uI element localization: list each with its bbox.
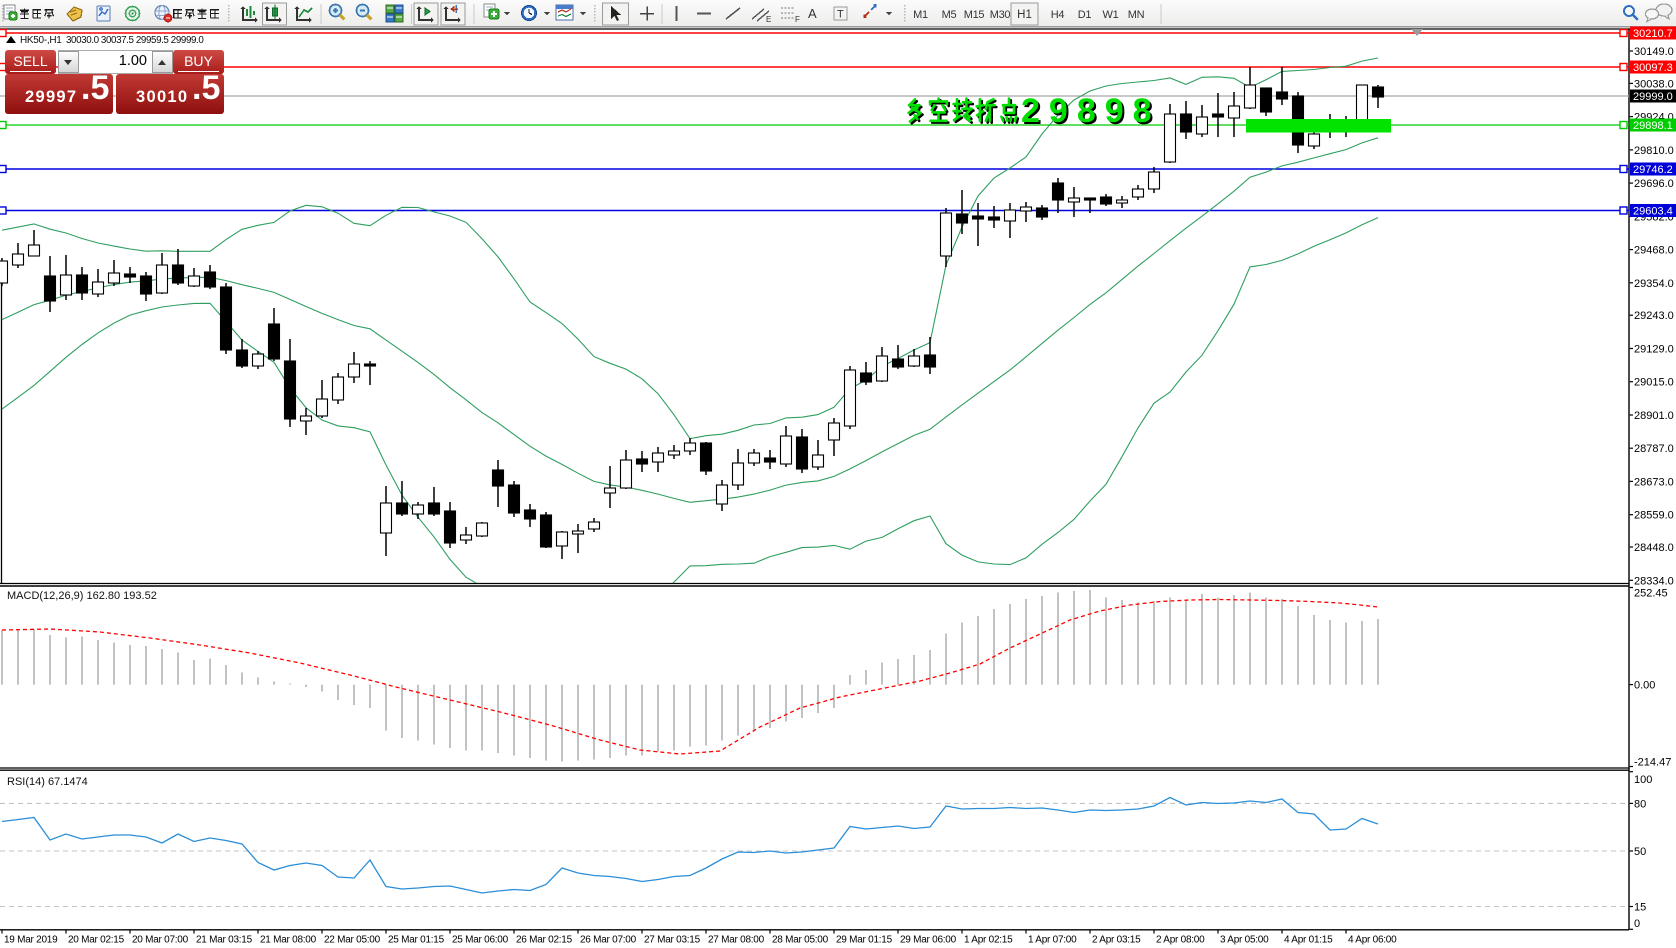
svg-text:29999.0: 29999.0 <box>1633 91 1673 103</box>
svg-text:20 Mar 02:15: 20 Mar 02:15 <box>68 935 125 946</box>
svg-text:29468.0: 29468.0 <box>1634 245 1674 257</box>
svg-text:H1: H1 <box>1017 9 1032 21</box>
svg-text:29898: 29898 <box>1023 94 1163 132</box>
svg-text:28787.0: 28787.0 <box>1634 443 1674 455</box>
svg-text:M5: M5 <box>942 9 957 21</box>
svg-text:29898.1: 29898.1 <box>1633 120 1673 132</box>
svg-text:29129.0: 29129.0 <box>1634 344 1674 356</box>
svg-text:29 Mar 06:00: 29 Mar 06:00 <box>900 935 957 946</box>
svg-text:MACD(12,26,9) 162.80 193.52: MACD(12,26,9) 162.80 193.52 <box>7 590 157 602</box>
svg-text:RSI(14) 67.1474: RSI(14) 67.1474 <box>7 776 88 788</box>
svg-text:-214.47: -214.47 <box>1634 757 1671 769</box>
svg-text:M30: M30 <box>990 9 1011 21</box>
svg-text:80: 80 <box>1634 798 1646 810</box>
svg-text:22 Mar 05:00: 22 Mar 05:00 <box>324 935 381 946</box>
svg-text:30097.3: 30097.3 <box>1633 62 1673 74</box>
svg-text:2 Apr 08:00: 2 Apr 08:00 <box>1156 935 1205 946</box>
svg-text:HK50-,H1: HK50-,H1 <box>20 35 62 46</box>
svg-text:M1: M1 <box>913 9 928 21</box>
svg-text:50: 50 <box>1634 846 1646 858</box>
svg-text:15: 15 <box>1634 902 1646 914</box>
svg-text:1 Apr 02:15: 1 Apr 02:15 <box>964 935 1013 946</box>
svg-text:28448.0: 28448.0 <box>1634 542 1674 554</box>
svg-text:M15: M15 <box>964 9 985 21</box>
svg-text:28 Mar 05:00: 28 Mar 05:00 <box>772 935 829 946</box>
svg-text:29 Mar 01:15: 29 Mar 01:15 <box>836 935 893 946</box>
svg-text:E: E <box>766 15 771 24</box>
svg-text:20 Mar 07:00: 20 Mar 07:00 <box>132 935 189 946</box>
svg-text:26 Mar 07:00: 26 Mar 07:00 <box>580 935 637 946</box>
svg-text:29015.0: 29015.0 <box>1634 377 1674 389</box>
svg-text:4 Apr 01:15: 4 Apr 01:15 <box>1284 935 1333 946</box>
svg-text:30210.7: 30210.7 <box>1633 28 1673 40</box>
svg-text:28901.0: 28901.0 <box>1634 410 1674 422</box>
svg-text:29810.0: 29810.0 <box>1634 145 1674 157</box>
svg-text:29746.2: 29746.2 <box>1633 164 1673 176</box>
svg-text:29603.4: 29603.4 <box>1633 206 1673 218</box>
svg-text:0: 0 <box>1634 918 1640 930</box>
svg-text:29354.0: 29354.0 <box>1634 278 1674 290</box>
svg-text:21 Mar 08:00: 21 Mar 08:00 <box>260 935 317 946</box>
svg-text:4 Apr 06:00: 4 Apr 06:00 <box>1348 935 1397 946</box>
svg-text:30038.0: 30038.0 <box>1634 78 1674 90</box>
svg-text:D1: D1 <box>1078 9 1092 21</box>
svg-text:29898: 29898 <box>1021 92 1161 130</box>
svg-text:30030.0 30037.5 29959.5 29999.: 30030.0 30037.5 29959.5 29999.0 <box>66 35 204 46</box>
svg-text:F: F <box>795 15 800 24</box>
svg-text:1 Apr 07:00: 1 Apr 07:00 <box>1028 935 1077 946</box>
svg-text:27 Mar 08:00: 27 Mar 08:00 <box>708 935 765 946</box>
svg-text:H4: H4 <box>1051 9 1065 21</box>
svg-text:2 Apr 03:15: 2 Apr 03:15 <box>1092 935 1141 946</box>
svg-text:28334.0: 28334.0 <box>1634 575 1674 587</box>
svg-text:3 Apr 05:00: 3 Apr 05:00 <box>1220 935 1269 946</box>
svg-text:19 Mar 2019: 19 Mar 2019 <box>4 935 58 946</box>
svg-text:T: T <box>837 9 844 21</box>
svg-text:252.45: 252.45 <box>1634 588 1668 600</box>
svg-text:28559.0: 28559.0 <box>1634 510 1674 522</box>
svg-text:0.00: 0.00 <box>1634 680 1655 692</box>
svg-text:100: 100 <box>1634 774 1652 786</box>
svg-text:W1: W1 <box>1103 9 1119 21</box>
svg-text:26 Mar 02:15: 26 Mar 02:15 <box>516 935 573 946</box>
svg-text:25 Mar 06:00: 25 Mar 06:00 <box>452 935 509 946</box>
svg-text:27 Mar 03:15: 27 Mar 03:15 <box>644 935 701 946</box>
svg-text:30149.0: 30149.0 <box>1634 46 1674 58</box>
svg-text:MN: MN <box>1128 9 1145 21</box>
svg-text:28673.0: 28673.0 <box>1634 476 1674 488</box>
svg-text:29696.0: 29696.0 <box>1634 178 1674 190</box>
svg-text:A: A <box>808 6 817 21</box>
svg-text:29243.0: 29243.0 <box>1634 310 1674 322</box>
svg-text:21 Mar 03:15: 21 Mar 03:15 <box>196 935 253 946</box>
svg-text:25 Mar 01:15: 25 Mar 01:15 <box>388 935 445 946</box>
